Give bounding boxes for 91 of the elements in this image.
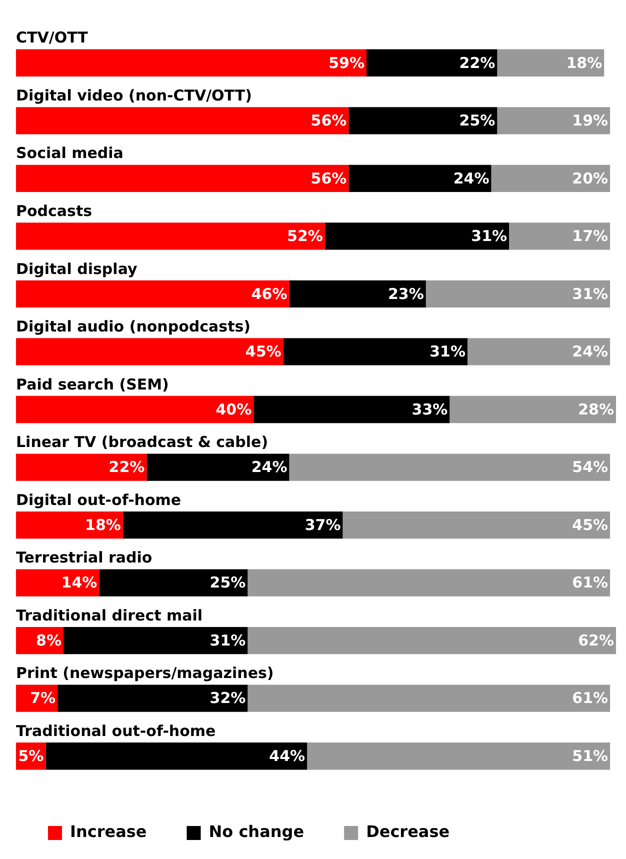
y-tick-label: Social media bbox=[16, 144, 124, 162]
data-label: 32% bbox=[210, 689, 246, 708]
y-tick-label: Digital out-of-home bbox=[16, 490, 182, 509]
data-label: 19% bbox=[572, 112, 608, 130]
bar bbox=[366, 49, 498, 76]
bar bbox=[16, 454, 147, 481]
bar bbox=[248, 627, 616, 654]
data-label: 31% bbox=[210, 631, 246, 650]
data-label: 54% bbox=[572, 458, 608, 476]
data-label: 24% bbox=[453, 169, 490, 188]
y-tick-label: Digital audio (nonpodcasts) bbox=[16, 318, 251, 336]
bar bbox=[16, 396, 254, 424]
bar bbox=[99, 569, 248, 596]
bar bbox=[497, 107, 610, 134]
data-label: 22% bbox=[459, 54, 496, 72]
bar bbox=[509, 222, 610, 250]
bar bbox=[450, 396, 616, 424]
bar bbox=[64, 627, 248, 654]
y-tick-label: Linear TV (broadcast & cable) bbox=[16, 433, 268, 452]
bar bbox=[324, 222, 510, 250]
data-label: 28% bbox=[578, 400, 614, 418]
data-label: 46% bbox=[251, 284, 288, 303]
data-label: 51% bbox=[572, 747, 608, 766]
bar bbox=[289, 280, 426, 308]
data-label: 45% bbox=[245, 342, 282, 361]
bar bbox=[248, 684, 610, 712]
y-tick-label: Podcasts bbox=[16, 202, 92, 220]
bar bbox=[289, 454, 610, 481]
bar bbox=[16, 107, 349, 134]
data-label: 31% bbox=[471, 227, 508, 246]
data-label: 61% bbox=[572, 689, 608, 708]
bar bbox=[46, 742, 308, 770]
data-label: 23% bbox=[388, 284, 424, 303]
y-tick-label: Digital display bbox=[16, 260, 138, 278]
data-label: 61% bbox=[572, 574, 608, 592]
bar bbox=[491, 164, 610, 192]
data-label: 20% bbox=[572, 169, 608, 188]
bar bbox=[16, 511, 123, 539]
data-label: 31% bbox=[430, 342, 466, 361]
bar bbox=[342, 511, 610, 539]
data-label: 56% bbox=[310, 169, 347, 188]
bar bbox=[254, 396, 450, 424]
y-tick-label: Traditional out-of-home bbox=[16, 722, 216, 740]
bar bbox=[348, 107, 498, 134]
data-label: 25% bbox=[459, 112, 496, 130]
data-label: 24% bbox=[572, 342, 608, 361]
bar bbox=[146, 454, 290, 481]
data-label: 45% bbox=[572, 516, 608, 534]
y-tick-label: CTV/OTT bbox=[16, 28, 89, 47]
y-tick-label: Terrestrial radio bbox=[16, 548, 152, 567]
bar bbox=[16, 338, 284, 366]
data-label: 52% bbox=[287, 227, 323, 246]
data-label: 18% bbox=[85, 516, 121, 534]
data-label: 44% bbox=[269, 747, 306, 766]
bar bbox=[58, 684, 248, 712]
data-label: 31% bbox=[572, 284, 608, 303]
legend-label: Decrease bbox=[366, 822, 450, 842]
data-label: 22% bbox=[108, 458, 145, 476]
bar bbox=[248, 569, 610, 596]
data-label: 17% bbox=[572, 227, 608, 246]
data-label: 8% bbox=[36, 631, 62, 650]
data-label: 56% bbox=[310, 112, 347, 130]
y-tick-label: Print (newspapers/magazines) bbox=[16, 664, 274, 682]
bar bbox=[16, 164, 349, 192]
bar bbox=[16, 280, 290, 308]
data-label: 25% bbox=[210, 574, 246, 592]
data-label: 37% bbox=[304, 516, 341, 534]
data-label: 24% bbox=[251, 458, 288, 476]
legend-label: No change bbox=[208, 822, 304, 842]
y-tick-label: Traditional direct mail bbox=[16, 606, 203, 624]
data-label: 7% bbox=[30, 689, 56, 708]
bar bbox=[467, 338, 610, 366]
bar bbox=[283, 338, 468, 366]
data-label: 18% bbox=[566, 54, 602, 72]
y-tick-label: Paid search (SEM) bbox=[16, 375, 169, 394]
bar bbox=[497, 49, 604, 76]
data-label: 40% bbox=[216, 400, 252, 418]
bar bbox=[426, 280, 610, 308]
data-label: 33% bbox=[412, 400, 448, 418]
bar bbox=[307, 742, 610, 770]
data-label: 62% bbox=[578, 631, 614, 650]
bar bbox=[16, 49, 366, 76]
data-label: 59% bbox=[328, 54, 364, 72]
y-tick-label: Digital video (non-CTV/OTT) bbox=[16, 86, 252, 104]
bar bbox=[16, 222, 325, 250]
data-label: 14% bbox=[61, 574, 98, 592]
data-label: 5% bbox=[18, 747, 44, 766]
legend-label: Increase bbox=[70, 822, 147, 842]
bar bbox=[122, 511, 343, 539]
bar bbox=[348, 164, 492, 192]
bar bbox=[16, 569, 100, 596]
